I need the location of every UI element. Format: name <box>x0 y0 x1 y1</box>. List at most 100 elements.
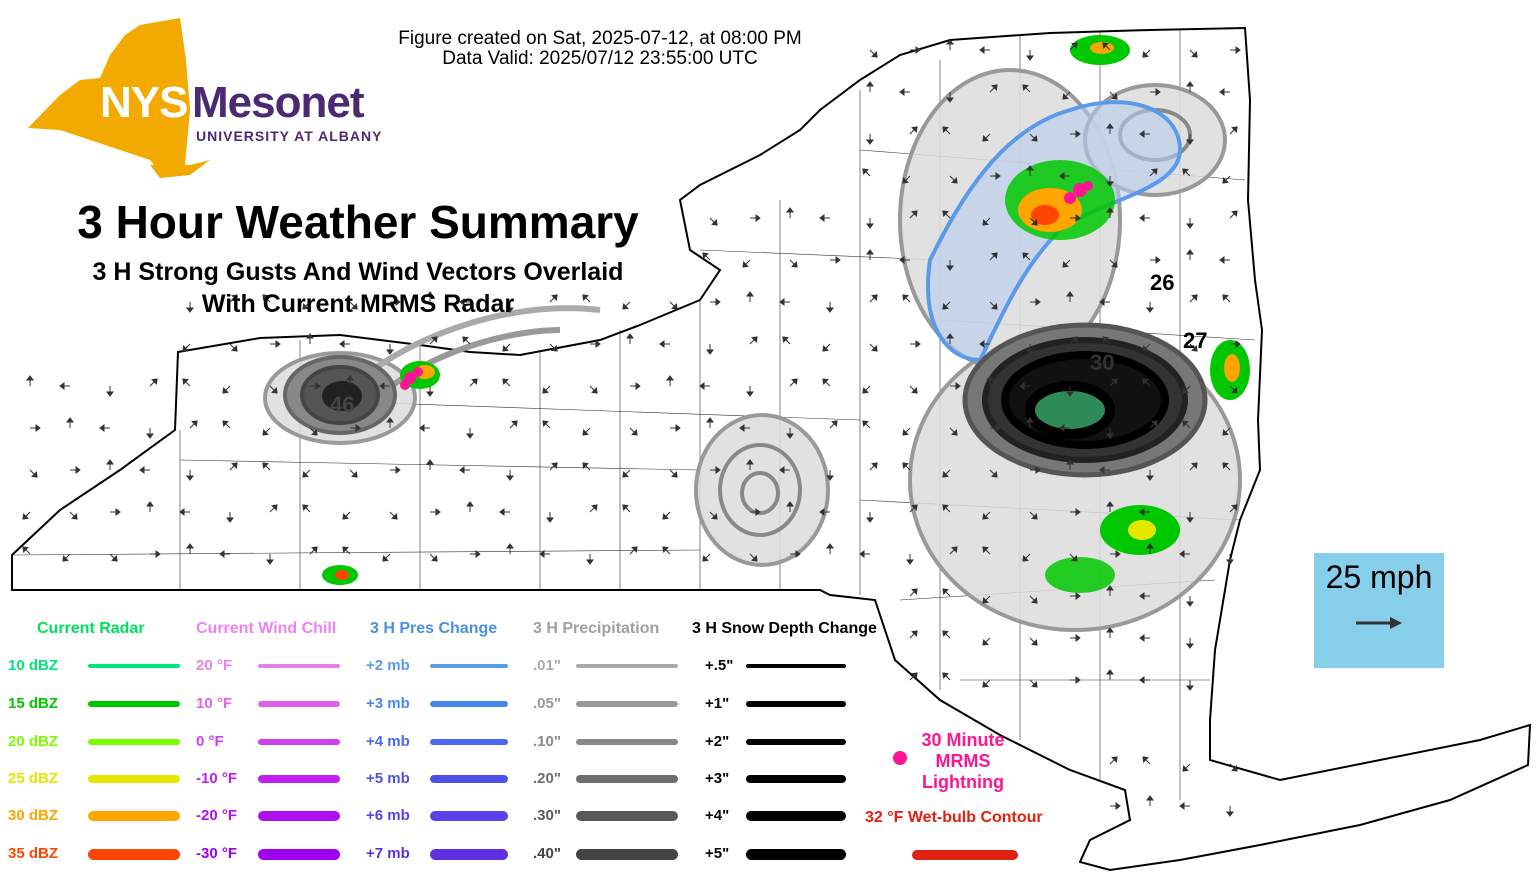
wind-arrow-icon <box>902 294 911 303</box>
legend-snow-line <box>746 774 846 784</box>
wind-arrow-icon <box>349 301 358 310</box>
legend-snow-label: +3" <box>705 770 730 787</box>
legend-precip-line <box>576 664 678 668</box>
wind-arrow-icon <box>589 504 598 513</box>
wind-arrow-icon <box>389 511 398 520</box>
wind-arrow-icon <box>186 470 194 481</box>
legend-windchill-label: 20 °F <box>196 657 233 674</box>
wind-arrow-icon <box>1229 504 1238 513</box>
wind-arrow-icon <box>982 133 991 142</box>
wind-arrow-icon <box>306 333 314 344</box>
wind-arrow-icon <box>1070 130 1081 138</box>
wind-arrow-icon <box>786 207 794 218</box>
wind-arrow-icon <box>589 385 598 394</box>
wind-arrow-icon <box>229 462 238 471</box>
legend-precip-line <box>576 774 678 784</box>
legend-pressure-line <box>430 774 508 784</box>
wind-arrow-icon <box>899 88 910 96</box>
wind-arrow-icon <box>1026 50 1034 61</box>
wind-arrow-icon <box>1186 218 1194 229</box>
wind-arrow-icon <box>866 218 874 229</box>
wind-arrow-icon <box>982 217 991 226</box>
wind-arrow-icon <box>746 386 754 397</box>
subtitle-line-2: With Current MRMS Radar <box>201 290 515 318</box>
wind-arrow-icon <box>1146 795 1154 806</box>
legend-pressure-label: +3 mb <box>366 695 410 712</box>
wind-arrow-icon <box>1109 91 1118 100</box>
wind-arrow-icon <box>1070 508 1081 516</box>
wind-arrow-icon <box>546 512 554 523</box>
wind-arrow-icon <box>379 382 390 390</box>
legend-pressure-label: +4 mb <box>366 733 410 750</box>
wind-arrow-icon <box>1030 466 1041 474</box>
wind-arrow-icon <box>1142 756 1151 765</box>
wind-arrow-icon <box>29 469 38 478</box>
wind-arrow-icon <box>990 424 1001 432</box>
wind-arrow-icon <box>909 588 918 597</box>
wind-arrow-icon <box>670 424 681 432</box>
wind-arrow-icon <box>1189 343 1198 352</box>
wind-arrow-icon <box>582 427 591 436</box>
wind-arrow-icon <box>1106 585 1114 596</box>
wind-arrow-icon <box>982 546 991 555</box>
wind-arrow-icon <box>709 217 718 226</box>
wind-arrow-icon <box>946 39 954 50</box>
wind-arrow-icon <box>309 546 318 555</box>
legend-radar-label: 25 dBZ <box>8 770 59 787</box>
wind-scale-label: 25 mph <box>1325 559 1433 595</box>
legend-snow-label: +2" <box>705 733 730 750</box>
wind-arrow-icon <box>1069 553 1078 562</box>
wind-arrow-icon <box>869 343 878 352</box>
legend-snow-line <box>746 664 846 668</box>
wind-arrow-icon <box>910 46 921 54</box>
wind-arrow-icon <box>1229 385 1238 394</box>
wind-arrow-icon <box>862 168 871 177</box>
legend-snow-label: +.5" <box>705 657 734 674</box>
wind-arrow-icon <box>146 501 154 512</box>
wind-arrow-icon <box>942 210 951 219</box>
wind-arrow-icon <box>1029 133 1038 142</box>
wind-arrow-icon <box>1139 676 1150 684</box>
legend-windchill-title: Current Wind Chill <box>196 620 337 637</box>
wind-arrow-icon <box>706 417 714 428</box>
wind-arrow-icon <box>749 336 758 345</box>
legend-pressure-label: +5 mb <box>366 770 410 787</box>
wind-arrow-icon <box>349 469 358 478</box>
legend-snow-line <box>746 701 846 707</box>
legend-windchill-line <box>258 811 340 821</box>
wind-arrow-icon <box>622 469 631 478</box>
wind-arrow-icon <box>30 424 41 432</box>
wind-arrow-icon <box>270 340 281 348</box>
logo-mesonet: Mesonet <box>192 78 364 127</box>
wind-arrow-icon <box>899 256 910 264</box>
legend-pressure-line <box>430 848 508 860</box>
wind-arrow-icon <box>1029 217 1038 226</box>
wind-arrow-icon <box>946 333 954 344</box>
wind-arrow-icon <box>1182 420 1191 429</box>
wind-arrow-icon <box>1229 126 1238 135</box>
wind-arrow-icon <box>222 385 231 394</box>
wind-arrow-icon <box>1110 550 1121 558</box>
ny-state-logo-icon <box>28 18 210 178</box>
wind-arrow-icon <box>822 378 831 387</box>
wind-arrow-icon <box>1139 634 1150 642</box>
wind-arrow-icon <box>950 382 961 390</box>
wind-arrow-icon <box>1189 462 1198 471</box>
wind-arrow-icon <box>750 508 761 516</box>
wind-arrow-icon <box>710 466 721 474</box>
wind-arrow-icon <box>789 259 798 268</box>
legend-radar-title: Current Radar <box>37 620 145 637</box>
wind-arrow-icon <box>1070 676 1081 684</box>
wind-arrow-icon <box>1070 634 1081 642</box>
wind-arrow-icon <box>1106 669 1114 680</box>
wind-arrow-icon <box>782 336 791 345</box>
wind-arrow-icon <box>66 417 74 428</box>
legend-pressure-label: +6 mb <box>366 807 410 824</box>
wind-arrow-icon <box>1099 466 1110 474</box>
snow-depth-contours <box>283 322 1208 478</box>
wind-arrow-icon <box>629 546 638 555</box>
wind-arrow-icon <box>539 550 550 558</box>
wind-arrow-icon <box>942 504 951 513</box>
gust-label: 27 <box>1183 328 1208 353</box>
